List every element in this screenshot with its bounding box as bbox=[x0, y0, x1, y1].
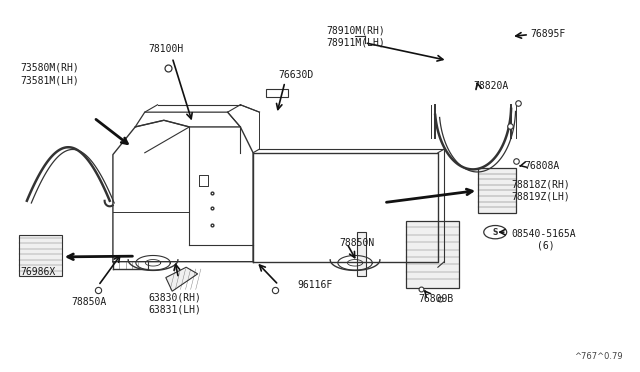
Text: 08540-5165A: 08540-5165A bbox=[511, 229, 576, 239]
Text: ^767^0.79: ^767^0.79 bbox=[574, 352, 623, 361]
Polygon shape bbox=[266, 89, 288, 97]
Text: 76630D: 76630D bbox=[278, 70, 314, 80]
Text: 78100H: 78100H bbox=[148, 44, 183, 54]
Polygon shape bbox=[357, 232, 366, 276]
Text: 73581M(LH): 73581M(LH) bbox=[20, 76, 79, 86]
Text: 78818Z(RH): 78818Z(RH) bbox=[511, 179, 570, 189]
Text: 76808A: 76808A bbox=[524, 161, 559, 171]
Polygon shape bbox=[19, 235, 62, 276]
Text: 78850A: 78850A bbox=[72, 297, 107, 307]
Text: 78910M(RH): 78910M(RH) bbox=[326, 26, 385, 36]
Text: 78850N: 78850N bbox=[339, 238, 374, 248]
Text: 63830(RH): 63830(RH) bbox=[148, 292, 201, 302]
Text: 96116F: 96116F bbox=[298, 280, 333, 290]
Text: 63831(LH): 63831(LH) bbox=[148, 305, 201, 315]
Text: 78820A: 78820A bbox=[473, 81, 508, 91]
Text: (6): (6) bbox=[537, 241, 554, 251]
Text: 76809B: 76809B bbox=[419, 294, 454, 304]
Text: 78911M(LH): 78911M(LH) bbox=[326, 38, 385, 48]
Polygon shape bbox=[166, 267, 198, 291]
Text: 78819Z(LH): 78819Z(LH) bbox=[511, 191, 570, 201]
Text: S: S bbox=[493, 228, 498, 237]
Polygon shape bbox=[406, 221, 459, 288]
Text: 76895F: 76895F bbox=[531, 29, 566, 39]
Text: 73580M(RH): 73580M(RH) bbox=[20, 63, 79, 73]
Text: 76986X: 76986X bbox=[20, 267, 56, 277]
Polygon shape bbox=[478, 167, 516, 212]
